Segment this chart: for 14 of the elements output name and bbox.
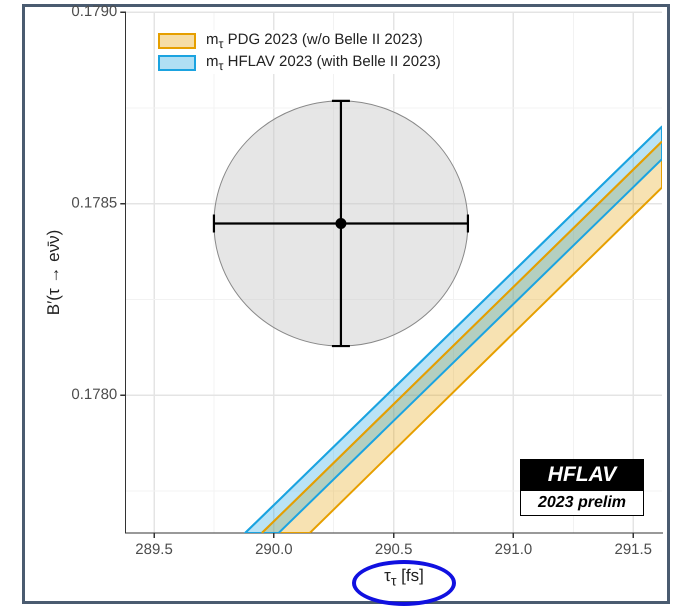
x-tick-label: 290.0 (255, 541, 293, 558)
legend-label: m$_{τ}$ HFLAV 2023 (with Belle II 2023) (206, 53, 441, 73)
x-tick-label: 291.5 (614, 541, 652, 558)
x-tick-label: 289.5 (135, 541, 173, 558)
y-tick-label: 0.1790 (71, 3, 118, 20)
x-tick-label: 291.0 (494, 541, 532, 558)
annotation: HFLAV (521, 460, 643, 490)
y-tick-label: 0.1780 (71, 386, 118, 404)
x-axis-title: τ$_{τ}$ [fs] (383, 566, 425, 590)
y-axis-title: B′(τ → eν̄ν) (44, 230, 63, 316)
legend-label: m$_{τ}$ PDG 2023 (w/o Belle II 2023) (206, 31, 423, 51)
annotation: 2023 prelim (521, 490, 643, 515)
x-tick-label: 290.5 (374, 541, 412, 558)
y-tick-label: 0.1785 (71, 194, 118, 212)
